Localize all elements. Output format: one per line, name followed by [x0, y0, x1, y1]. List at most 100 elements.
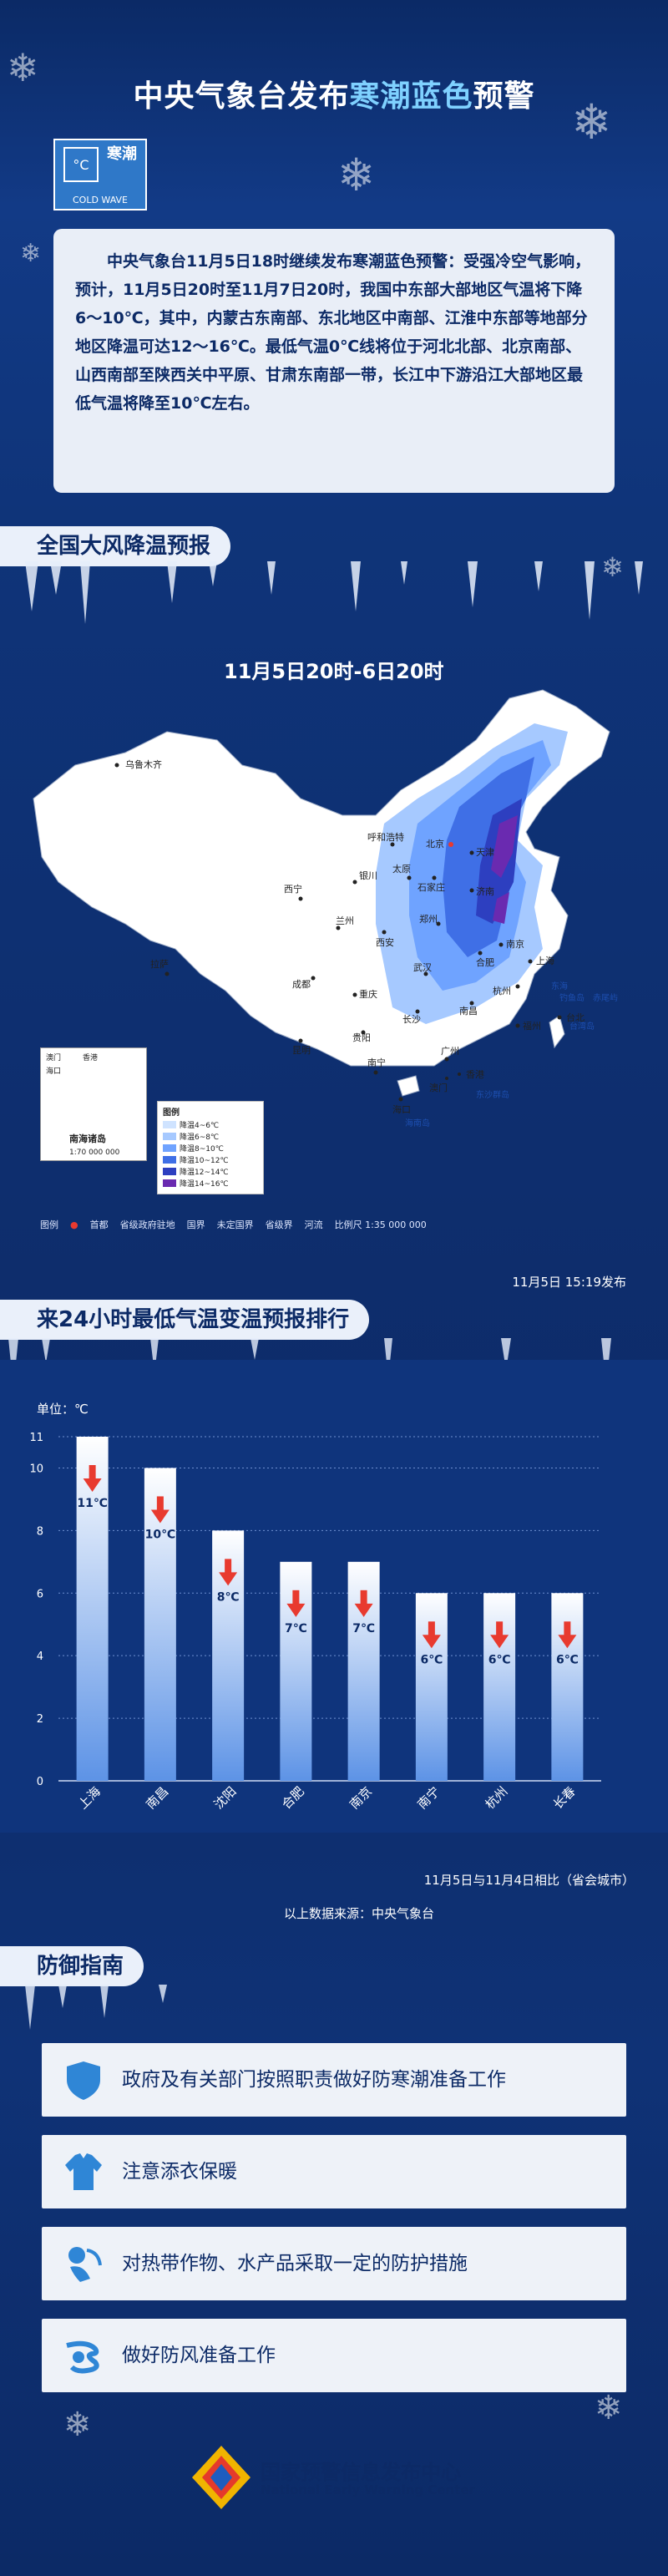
thermometer-icon: °C: [63, 147, 99, 182]
city-label: 南宁: [367, 1057, 386, 1068]
bar: [76, 1437, 109, 1781]
section-label-ranking: 来24小时最低气温变温预报排行: [0, 1300, 370, 1340]
down-arrow-icon: [496, 1621, 504, 1637]
legend-row: 降温8~10℃: [163, 1142, 229, 1154]
snowflake-icon: ❄: [595, 2389, 623, 2427]
footer-en: National Early Warning Center: [261, 2482, 475, 2497]
guide-item: 注意添衣保暖: [42, 2135, 626, 2208]
legend-row: 降温6~8℃: [163, 1130, 229, 1142]
down-arrow-icon: [225, 1559, 232, 1575]
x-tick-label: 合肥: [279, 1783, 307, 1812]
shield-icon: [67, 2061, 100, 2100]
map-footer-river: 河流: [304, 1220, 323, 1230]
city-label: 海口: [392, 1103, 411, 1115]
legend-label: 降温6~8℃: [180, 1133, 220, 1142]
legend-swatch: [163, 1179, 176, 1187]
city-label: 南昌: [459, 1006, 478, 1017]
city-label: 澳门: [429, 1082, 448, 1093]
bar-value-label: 11℃: [77, 1497, 107, 1510]
legend-row: 降温10~12℃: [163, 1154, 229, 1165]
city-label: 拉萨: [150, 958, 169, 970]
legend-swatch: [163, 1132, 176, 1140]
bar: [415, 1593, 448, 1781]
legend-swatch: [163, 1120, 176, 1128]
guide-item: 做好防风准备工作: [42, 2319, 626, 2392]
city-label: 武汉: [413, 962, 432, 973]
x-tick-label: 南昌: [143, 1783, 171, 1812]
city-label: 杭州: [493, 985, 511, 996]
section-label-guide: 防御指南: [0, 1946, 144, 1986]
city-label: 郑州: [419, 913, 438, 925]
guide-text: 注意添衣保暖: [122, 2161, 237, 2183]
badge-chars: 寒潮: [107, 145, 137, 163]
footer-logo: 国家预警信息发布中心 National Early Warning Center: [190, 2444, 524, 2514]
icicles-decoration: [25, 1985, 167, 2030]
guide-text: 对热带作物、水产品采取一定的防护措施: [122, 2253, 468, 2274]
down-arrow-icon: [564, 1621, 571, 1637]
bar: [551, 1593, 584, 1781]
down-arrow-icon: [360, 1590, 367, 1605]
bar-value-label: 7℃: [285, 1622, 307, 1635]
y-tick-label: 8: [37, 1525, 43, 1538]
down-arrow-icon: [150, 1509, 170, 1524]
map-legend: 图例 降温4~6℃ 降温6~8℃ 降温8~10℃ 降温10~12℃ 降温12~14℃ 降温…: [157, 1101, 264, 1194]
city-label: 上海: [536, 955, 554, 966]
legend-swatch: [163, 1143, 176, 1152]
china-cooling-map: 乌鲁木齐 拉萨 西宁 兰州 呼和浩特 银川 北京 天津 石家庄 太原 济南 郑州…: [33, 689, 618, 1128]
down-arrow-icon: [156, 1496, 164, 1512]
map-footer-legend: 图例: [40, 1220, 58, 1230]
map-label: 钓鱼岛: [559, 992, 584, 1003]
guide-item: 政府及有关部门按照职责做好防寒潮准备工作: [42, 2043, 626, 2117]
snowflake-icon: ❄: [337, 149, 376, 201]
bar-value-label: 8℃: [217, 1590, 240, 1604]
legend-row: 降温12~14℃: [163, 1165, 229, 1177]
x-tick-label: 沈阳: [211, 1783, 240, 1812]
city-label: 贵阳: [352, 1032, 371, 1043]
city-label: 西宁: [284, 883, 302, 895]
taiwan-island: [549, 1015, 565, 1049]
map-footer: 图例 ● 首都 省级政府驻地 国界 未定国界 省级界 河流 比例尺 1:35 0…: [40, 1218, 628, 1231]
chart-note: 11月5日与11月4日相比（省会城市）: [423, 1873, 635, 1888]
city-label: 昆明: [292, 1045, 311, 1056]
map-footer-capital: 首都: [89, 1220, 109, 1230]
down-arrow-icon: [354, 1603, 373, 1617]
national-warning-center-logo-icon: [192, 2446, 250, 2509]
city-label: 重庆: [359, 988, 377, 1000]
title-prefix: 中央气象台发布: [133, 79, 350, 114]
map-title: 11月5日20时-6日20时: [224, 660, 444, 683]
y-tick-label: 11: [29, 1432, 43, 1444]
x-tick-label: 上海: [75, 1783, 104, 1812]
city-label: 呼和浩特: [367, 831, 404, 843]
x-tick-label: 杭州: [483, 1783, 511, 1812]
section-label-wind-cooling: 全国大风降温预报: [0, 526, 231, 566]
inset-label: 海口: [46, 1067, 62, 1076]
y-tick-label: 10: [29, 1463, 43, 1475]
title-suffix: 预警: [473, 79, 535, 114]
footer-cn: 国家预警信息发布中心: [261, 2461, 461, 2484]
legend-label: 降温8~10℃: [180, 1144, 224, 1154]
plant-protect-icon: [68, 2247, 102, 2282]
bar-value-label: 6℃: [488, 1653, 511, 1666]
down-arrow-icon: [89, 1465, 96, 1480]
section-label-text: 来24小时最低气温变温预报排行: [37, 1307, 350, 1332]
legend-label: 降温12~14℃: [180, 1168, 229, 1177]
city-label: 济南: [476, 885, 494, 897]
page-title: 中央气象台发布寒潮蓝色预警: [0, 72, 668, 115]
section-label-text: 全国大风降温预报: [37, 534, 211, 559]
bar: [483, 1593, 516, 1781]
legend-label: 降温10~12℃: [180, 1156, 229, 1165]
title-highlight: 寒潮蓝色: [349, 79, 473, 114]
legend-label: 降温4~6℃: [180, 1121, 220, 1130]
x-tick-label: 南京: [347, 1783, 375, 1812]
warning-intro-text: 中央气象台11月5日18时继续发布寒潮蓝色预警：受强冷空气影响，预计，11月5日…: [53, 229, 615, 493]
guide-item: 对热带作物、水产品采取一定的防护措施: [42, 2227, 626, 2300]
down-arrow-icon: [292, 1590, 300, 1605]
chart-panel: 单位：℃ 0 2 4 6 8 10 11 11℃ 上海 10℃ 南昌 8℃ 沈阳 7℃ 合肥 7℃ 南京 6℃ 南宁 6…: [0, 1360, 668, 1833]
map-footer-scale: 比例尺 1:35 000 000: [334, 1220, 427, 1230]
guide-text: 做好防风准备工作: [122, 2345, 276, 2366]
down-arrow-icon: [422, 1635, 441, 1649]
map-footer-province-border: 省级界: [265, 1220, 293, 1230]
x-tick-label: 长春: [550, 1783, 579, 1812]
legend-label: 降温14~16℃: [180, 1179, 229, 1189]
city-label: 兰州: [336, 915, 354, 926]
